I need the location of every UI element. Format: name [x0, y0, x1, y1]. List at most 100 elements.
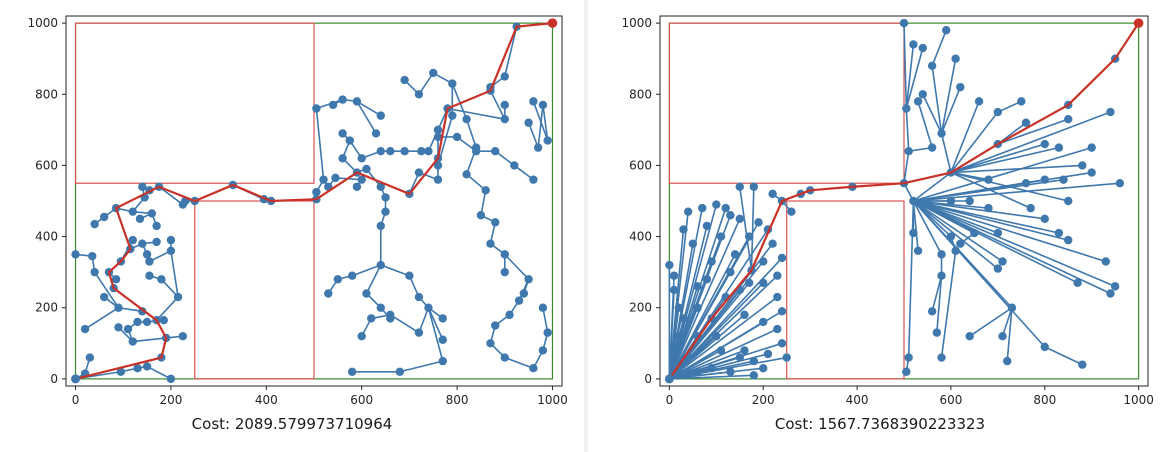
tree-node: [142, 250, 152, 259]
tree-edge: [504, 356, 534, 369]
tree-node: [386, 146, 395, 156]
x-tick-label: 800: [446, 393, 469, 407]
tree-node: [433, 132, 443, 142]
rrt-plot-left: 0 200 400 600 800 1000 0 200 400 600 800 1000: [27, 15, 568, 407]
tree-node: [726, 267, 735, 277]
tree-node: [716, 346, 726, 355]
tree-node: [1054, 228, 1064, 238]
tree-node: [913, 246, 923, 256]
tree-node: [665, 260, 674, 270]
tree-edge: [950, 143, 1046, 174]
solution-path: [75, 22, 553, 380]
tree-node: [471, 146, 481, 156]
tree-node: [763, 349, 773, 359]
tree-edge: [668, 218, 741, 380]
x-tick-label: 400: [255, 393, 278, 407]
tree-node: [486, 339, 495, 348]
tree-node: [904, 353, 913, 362]
tree-node: [1007, 303, 1017, 312]
y-tick-label: 200: [629, 301, 652, 315]
tree-node: [951, 54, 960, 63]
tree-node: [787, 207, 796, 216]
tree-node: [362, 289, 371, 298]
tree-node: [448, 111, 457, 120]
tree-edge: [738, 186, 753, 271]
tree-node: [90, 219, 99, 229]
tree-node: [918, 43, 927, 53]
tree-node: [462, 114, 471, 124]
tree-edge: [997, 118, 1069, 145]
tree-node: [759, 364, 768, 373]
tree-node: [524, 118, 533, 127]
tree-node: [448, 79, 457, 88]
tree-node: [1040, 139, 1049, 149]
tree-node: [80, 324, 90, 334]
tree-edge: [465, 118, 477, 148]
tree-node: [1115, 179, 1125, 188]
y-tick-label: 400: [35, 230, 58, 244]
tree-edge: [913, 200, 1069, 241]
tree-edge: [418, 72, 434, 95]
tree-edge: [1044, 346, 1083, 366]
tree-edge: [447, 107, 505, 120]
tree-node: [386, 314, 395, 323]
tree-edge: [913, 200, 1107, 263]
tree-node: [500, 72, 509, 81]
tree-node: [1110, 282, 1120, 291]
tree-node: [744, 278, 754, 288]
tree-edge: [356, 100, 382, 117]
tree-edge: [668, 204, 718, 380]
tree-node: [178, 331, 188, 341]
tree-node: [1026, 203, 1035, 213]
tree-node: [433, 175, 443, 184]
tree-edge: [1006, 307, 1013, 362]
tree-node: [712, 331, 721, 341]
tree-node: [333, 275, 343, 284]
tree-node: [693, 367, 702, 376]
tree-node: [777, 339, 787, 348]
tree-node: [538, 303, 548, 312]
tree-edge: [931, 29, 947, 67]
tree-node: [491, 146, 500, 156]
tree-node: [491, 218, 500, 227]
obstacle-rect: [194, 200, 315, 380]
tree-edge: [527, 122, 539, 148]
tree-edge: [132, 337, 167, 343]
tree-edge: [940, 58, 957, 134]
tree-node: [707, 257, 716, 266]
tree-node: [433, 125, 443, 135]
tree-node: [166, 235, 176, 245]
tree-node: [735, 182, 744, 191]
tree-node: [357, 154, 366, 163]
tree-edge: [950, 111, 999, 174]
tree-edge: [912, 171, 952, 202]
tree-edge: [351, 264, 382, 277]
tree-node: [1064, 235, 1073, 245]
x-tick-label: 200: [159, 393, 182, 407]
tree-edge: [1001, 307, 1013, 337]
tree-edge: [669, 374, 754, 380]
tree-node: [424, 146, 433, 156]
tree-edge: [913, 182, 1120, 202]
tree-node: [157, 275, 166, 284]
tree-node: [773, 324, 782, 334]
tree-edge: [668, 314, 745, 380]
tree-edge: [950, 146, 1060, 174]
goal-node: [1133, 18, 1144, 28]
tree-edge: [532, 101, 549, 141]
tree-node: [1040, 175, 1049, 184]
tree-node: [476, 211, 486, 220]
tree-node: [145, 257, 154, 266]
tree-edge: [170, 250, 179, 298]
tree-edge: [84, 307, 119, 330]
x-tick-label: 800: [1033, 393, 1056, 407]
tree-node: [693, 303, 702, 312]
tree-node: [909, 196, 918, 206]
tree-node: [707, 364, 716, 373]
tree-edge: [969, 307, 1013, 337]
tree-node: [674, 303, 683, 312]
tree-node: [993, 107, 1003, 117]
tree-node: [744, 232, 754, 241]
tree-node: [376, 146, 385, 156]
tree-node: [1021, 118, 1031, 127]
